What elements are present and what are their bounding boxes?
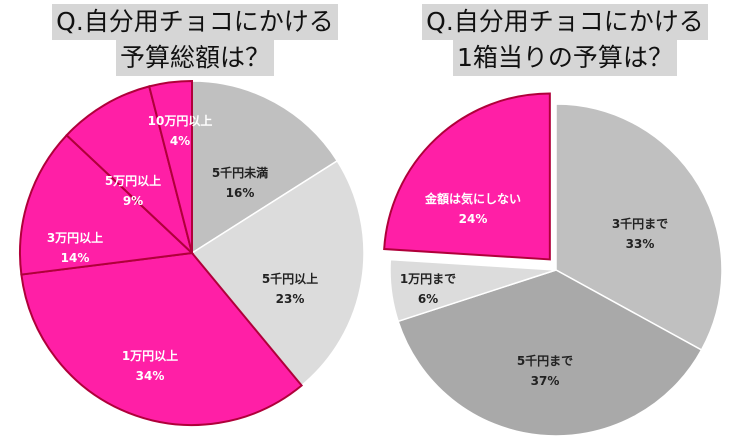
pie2-slice-4-label: 金額は気にしない [424, 191, 521, 206]
pie2-slice-4-value: 24% [459, 212, 488, 226]
pie1-slice-6-value: 4% [170, 134, 190, 148]
pie1-slice-6 [148, 79, 193, 254]
left-title-line2: 予算総額は？ [115, 40, 274, 76]
pie1-slice-4-value: 14% [61, 251, 90, 265]
pie2-slice-2-label: 5千円まで [517, 353, 573, 368]
pie2-slice-4 [383, 92, 551, 261]
pie2-slice-1 [555, 103, 723, 351]
pie2-slice-2 [397, 269, 703, 437]
pie1-slice-3-label: 1万円以上 [122, 348, 178, 363]
pie2-slice-1-label: 3千円まで [612, 216, 668, 231]
left-chart-title: Q.自分用チョコにかける 予算総額は？ [30, 4, 360, 76]
pie2-slice-3 [389, 258, 557, 323]
pie1-slice-3 [20, 251, 304, 426]
pie1-slice-2-label: 5千円以上 [262, 271, 318, 286]
right-title-line2: 1箱当りの予算は？ [453, 40, 677, 76]
pie1-slice-5-value: 9% [123, 194, 143, 208]
pie1-slice-4-label: 3万円以上 [47, 230, 103, 245]
pie2-slice-1-value: 33% [626, 237, 655, 251]
pie1-slice-3-value: 34% [136, 369, 165, 383]
pie1-slice-2-value: 23% [276, 292, 305, 306]
pie2-slice-2-value: 37% [531, 374, 560, 388]
pie1-slice-1 [191, 80, 339, 255]
left-title-line1: Q.自分用チョコにかける [52, 4, 338, 40]
pie1-slice-1-label: 5千円未満 [212, 165, 268, 180]
right-chart-title: Q.自分用チョコにかける 1箱当りの予算は？ [400, 4, 730, 76]
pie1-slice-2 [190, 159, 365, 387]
pie1-slice-6-label: 10万円以上 [148, 113, 213, 128]
pie1-slice-5-label: 5万円以上 [105, 173, 161, 188]
pie1-slice-1-value: 16% [226, 186, 255, 200]
right-title-line1: Q.自分用チョコにかける [422, 4, 708, 40]
pie2-slice-3-label: 1万円まで [400, 272, 456, 286]
pie1-slice-4 [19, 133, 195, 276]
pie1-slice-5 [65, 85, 194, 257]
pie2-slice-3-value: 6% [418, 292, 438, 306]
